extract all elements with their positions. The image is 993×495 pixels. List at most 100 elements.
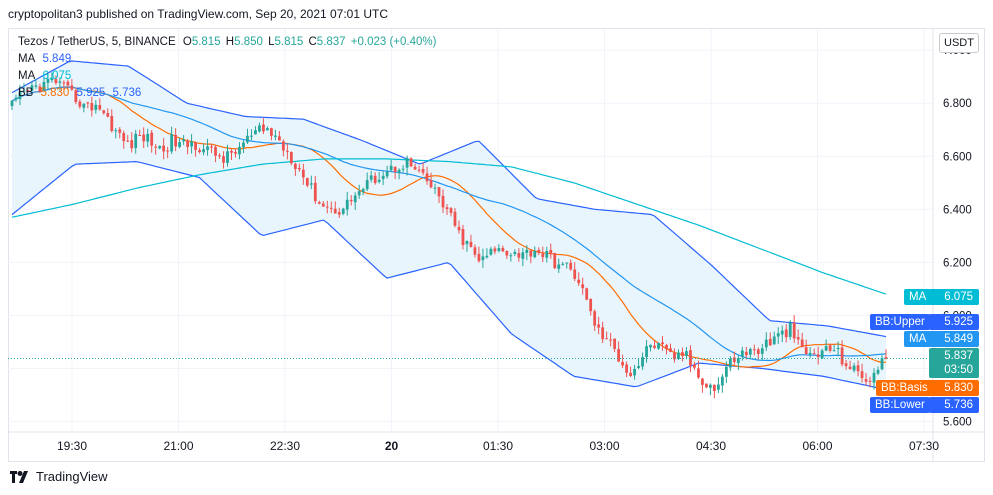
candle-body xyxy=(210,146,213,148)
candle-body xyxy=(633,368,636,376)
candle-body xyxy=(405,157,409,168)
candle-body xyxy=(645,346,648,357)
legend-ma-fast[interactable]: MA 5.849 xyxy=(18,53,72,65)
candle-body xyxy=(457,226,461,231)
candle-body xyxy=(673,352,676,360)
candle-body xyxy=(122,133,126,142)
candle-body xyxy=(517,253,521,258)
candle-body xyxy=(609,339,613,341)
candle-body xyxy=(465,240,469,245)
candle-body xyxy=(86,102,90,104)
candle-body xyxy=(62,82,66,84)
candle-body xyxy=(190,141,193,147)
legend-bollinger[interactable]: BB 5.830 5.925 5.736 xyxy=(18,87,142,99)
candle-body xyxy=(266,128,269,131)
candle-body xyxy=(114,130,118,132)
candle-body xyxy=(206,146,209,150)
tag-bb-lower: BB:Lower xyxy=(870,397,930,413)
candle-body xyxy=(804,347,808,354)
candle-body xyxy=(102,110,106,114)
legend-bb-upper: 5.925 xyxy=(76,87,106,99)
candle-body xyxy=(281,141,285,151)
candle-body xyxy=(720,376,724,386)
candle-body xyxy=(222,156,225,163)
candle-body xyxy=(701,378,704,385)
candle-body xyxy=(740,350,744,357)
candle-body xyxy=(565,262,569,264)
candle-body xyxy=(401,168,405,170)
price-label-ma-slow: 6.075 xyxy=(929,289,979,305)
candle-body xyxy=(365,180,369,190)
candle-body xyxy=(285,150,289,152)
candle-body xyxy=(569,262,573,270)
candle-body xyxy=(453,211,457,226)
candle-body xyxy=(349,199,353,202)
x-tick-label: 20 xyxy=(385,439,399,453)
candle-body xyxy=(166,150,170,152)
candle-body xyxy=(34,85,38,87)
candle-body xyxy=(170,134,174,152)
bollinger-band-fill xyxy=(12,61,886,390)
candle-body xyxy=(748,348,752,355)
tag-bb-upper: BB:Upper xyxy=(870,314,930,330)
candle-body xyxy=(816,354,820,357)
currency-button[interactable]: USDT xyxy=(939,33,979,53)
candle-body xyxy=(876,369,880,374)
candle-body xyxy=(505,251,509,256)
legend-ma-slow[interactable]: MA 6.075 xyxy=(18,70,72,82)
candle-body xyxy=(182,139,186,142)
candle-body xyxy=(828,345,832,351)
candle-body xyxy=(130,140,134,149)
candle-body xyxy=(693,364,696,368)
candle-body xyxy=(329,207,333,209)
candle-body xyxy=(796,337,800,340)
candle-body xyxy=(736,358,740,364)
y-tick-label: 6.600 xyxy=(943,151,972,163)
x-tick-label: 22:30 xyxy=(270,439,300,453)
y-tick-label: 5.600 xyxy=(943,416,972,428)
candle-body xyxy=(118,129,122,133)
ma-slow-line xyxy=(11,158,887,295)
candle-body xyxy=(756,349,760,355)
candle-body xyxy=(820,350,824,359)
candle-body xyxy=(437,187,441,197)
candle-body xyxy=(393,166,397,172)
candle-body xyxy=(832,350,836,352)
candle-body xyxy=(445,207,449,210)
candle-body xyxy=(677,352,680,359)
candle-body xyxy=(776,333,780,337)
price-label-bb-upper: 5.925 xyxy=(929,314,979,330)
candle-body xyxy=(30,85,34,91)
candle-body xyxy=(417,169,421,171)
candle-body xyxy=(792,322,796,339)
candle-body xyxy=(541,253,545,258)
candle-body xyxy=(521,252,525,259)
tradingview-footer[interactable]: TradingView xyxy=(10,469,108,484)
candle-body xyxy=(712,384,716,392)
candle-body xyxy=(665,345,668,350)
candle-body xyxy=(441,195,445,208)
candle-body xyxy=(38,86,42,92)
candle-body xyxy=(90,103,94,111)
y-tick-label: 6.800 xyxy=(943,98,972,110)
candle-body xyxy=(262,124,265,132)
x-tick-label: 04:30 xyxy=(696,439,726,453)
candle-body xyxy=(553,253,557,269)
candle-body xyxy=(425,173,429,182)
candle-body xyxy=(361,188,365,193)
candle-body xyxy=(697,368,700,378)
candle-body xyxy=(433,187,437,189)
candle-body xyxy=(357,191,361,196)
candle-body xyxy=(58,81,62,83)
candle-body xyxy=(305,178,309,186)
candle-body xyxy=(581,284,585,289)
candle-body xyxy=(772,336,776,345)
candle-body xyxy=(649,344,652,348)
candle-body xyxy=(848,366,852,370)
candle-body xyxy=(597,324,601,328)
candle-body xyxy=(138,134,142,136)
tradingview-logo-icon xyxy=(10,470,28,483)
candle-body xyxy=(637,366,640,368)
candle-body xyxy=(653,345,656,348)
